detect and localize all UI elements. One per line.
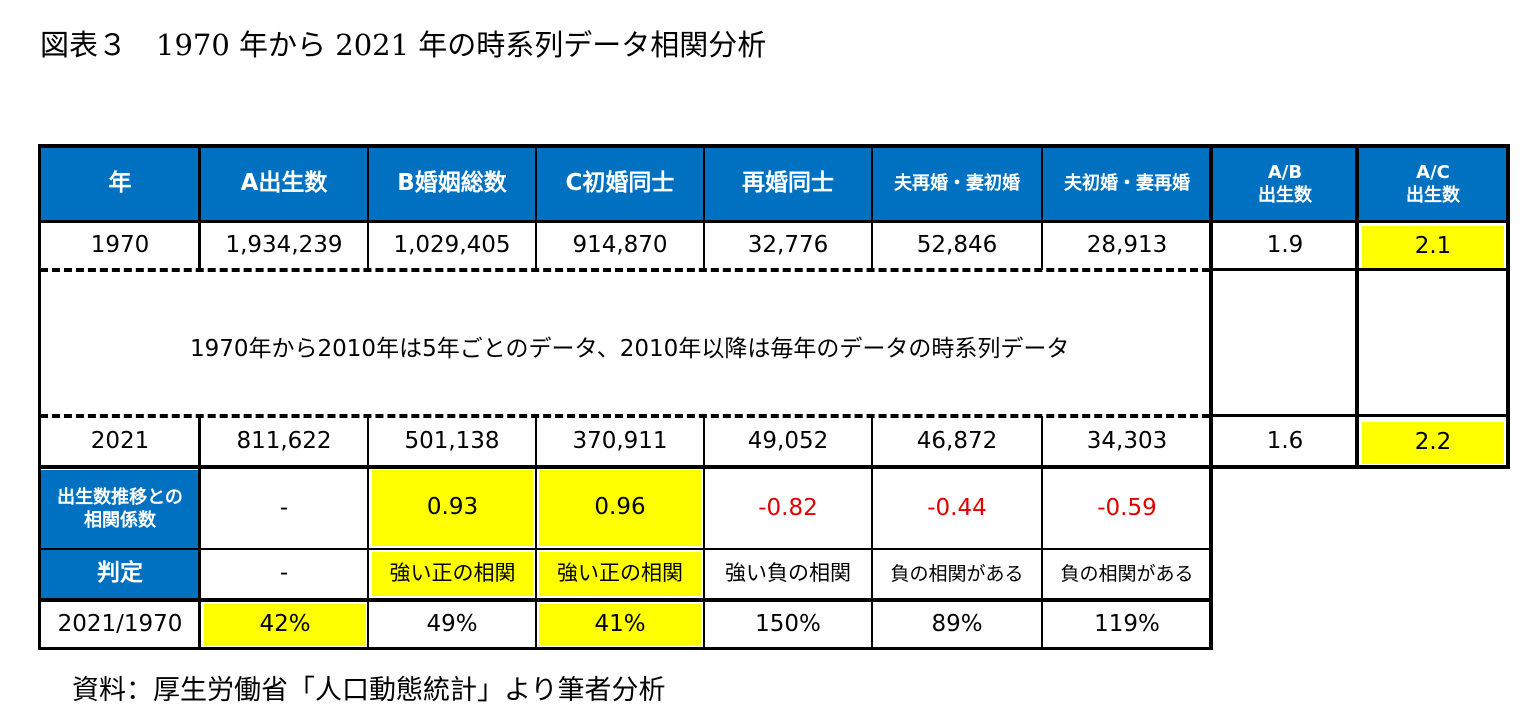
table-note: 1970年から2010年は5年ごとのデータ、2010年以降は毎年のデータの時系列… [190, 336, 1070, 362]
correlation-label-line2: 相関係数 [84, 510, 156, 531]
header-ac-line1: A/C [1416, 161, 1450, 183]
col-sep-2b [367, 416, 369, 650]
ratio-husband-re: 89% [931, 611, 983, 638]
correlation-remarriage: -0.82 [758, 495, 818, 522]
table-border-left [38, 144, 41, 650]
header-ab-ratio: A/B 出生数 [1212, 146, 1358, 222]
correlation-marriages: 0.93 [372, 470, 533, 546]
header-ab-line1: A/B [1267, 161, 1303, 183]
row-1970-year: 1970 [90, 232, 150, 259]
row-2021-first: 370,911 [572, 428, 668, 455]
row-1970-remarriage: 32,776 [747, 232, 829, 259]
table-border-top [38, 144, 1510, 148]
col-sep-3a [535, 144, 537, 270]
row-2021-husband-re: 46,872 [916, 428, 998, 455]
row-2021-wife-re: 34,303 [1086, 428, 1168, 455]
correlation-label-line1: 出生数推移との [57, 486, 183, 508]
row-1970-births: 1,934,239 [225, 232, 343, 259]
row-1970-wife-re: 28,913 [1086, 232, 1168, 259]
header-ab-line2: 出生数 [1258, 185, 1312, 206]
row-2021-year: 2021 [90, 428, 150, 455]
header-ac-line2: 出生数 [1406, 185, 1460, 206]
judgement-marriages: 強い正の相関 [372, 552, 533, 596]
header-year: 年 [40, 146, 200, 222]
row-2021-marriages: 501,138 [404, 428, 500, 455]
correlation-label: 出生数推移との 相関係数 [40, 470, 200, 548]
col-sep-4a [703, 144, 705, 270]
col-sep-3b [535, 416, 537, 650]
header-wife-remarried: 夫初婚・妻再婚 [1042, 146, 1212, 222]
table-border-right [1506, 144, 1510, 469]
col-sep-1a [198, 144, 201, 270]
table-border-bottom [38, 647, 1213, 650]
judgement-bottom [38, 598, 1213, 602]
header-marriages-total: B婚姻総数 [368, 146, 536, 222]
ratio-section-border [1209, 144, 1213, 650]
row-1970-ac: 2.1 [1362, 226, 1504, 268]
correlation-births: - [279, 495, 289, 522]
ratio-remarriage: 150% [755, 611, 821, 638]
row-1970-ab: 1.9 [1266, 232, 1304, 259]
header-births: A出生数 [200, 146, 368, 222]
judgement-remarriage: 強い負の相関 [725, 561, 851, 586]
correlation-bottom [38, 548, 1213, 550]
col-sep-6b [1041, 416, 1043, 650]
judgement-wife-re: 負の相関がある [1060, 562, 1194, 585]
judgement-first: 強い正の相関 [539, 552, 701, 596]
header-remarriages: 再婚同士 [704, 146, 872, 222]
correlation-husband-re: -0.44 [927, 495, 987, 522]
row-2021-remarriage: 49,052 [747, 428, 829, 455]
header-husband-remarried: 夫再婚・妻初婚 [872, 146, 1042, 222]
row-1970-first: 914,870 [572, 232, 668, 259]
row-2021-ac: 2.2 [1362, 422, 1504, 464]
ratio-divider-top [1212, 268, 1508, 271]
dashed-divider-top [40, 268, 1210, 272]
col-sep-2a [367, 144, 369, 270]
col-sep-4b [703, 416, 705, 650]
correlation-wife-re: -0.59 [1097, 495, 1157, 522]
col-sep-5a [871, 144, 873, 270]
row-1970-husband-re: 52,846 [916, 232, 998, 259]
judgement-husband-re: 負の相関がある [890, 562, 1024, 585]
header-divider [38, 220, 1510, 223]
judgement-label: 判定 [40, 550, 200, 598]
ratio-divider-bottom [1212, 414, 1508, 417]
source-note: 資料：厚生労働省「人口動態統計」より筆者分析 [72, 675, 666, 706]
row-2021-births: 811,622 [236, 428, 332, 455]
ratio-first: 41% [539, 604, 701, 646]
header-ac-ratio: A/C 出生数 [1358, 146, 1508, 222]
header-first-marriages: C初婚同士 [536, 146, 704, 222]
col-sep-1b [198, 416, 201, 650]
judgement-births: - [279, 560, 289, 587]
dashed-divider-bottom [40, 414, 1210, 418]
ratio-births: 42% [204, 604, 366, 646]
col-sep-6a [1041, 144, 1043, 270]
ratio-label: 2021/1970 [57, 611, 183, 638]
correlation-first: 0.96 [539, 470, 701, 546]
row-2021-bottom [38, 465, 1510, 469]
page-title: 図表３ 1970 年から 2021 年の時系列データ相関分析 [40, 28, 767, 62]
col-sep-5b [871, 416, 873, 650]
row-1970-marriages: 1,029,405 [393, 232, 511, 259]
ratio-marriages: 49% [426, 611, 478, 638]
ac-column-border [1355, 144, 1359, 469]
row-2021-ab: 1.6 [1266, 428, 1304, 455]
ratio-wife-re: 119% [1094, 611, 1160, 638]
